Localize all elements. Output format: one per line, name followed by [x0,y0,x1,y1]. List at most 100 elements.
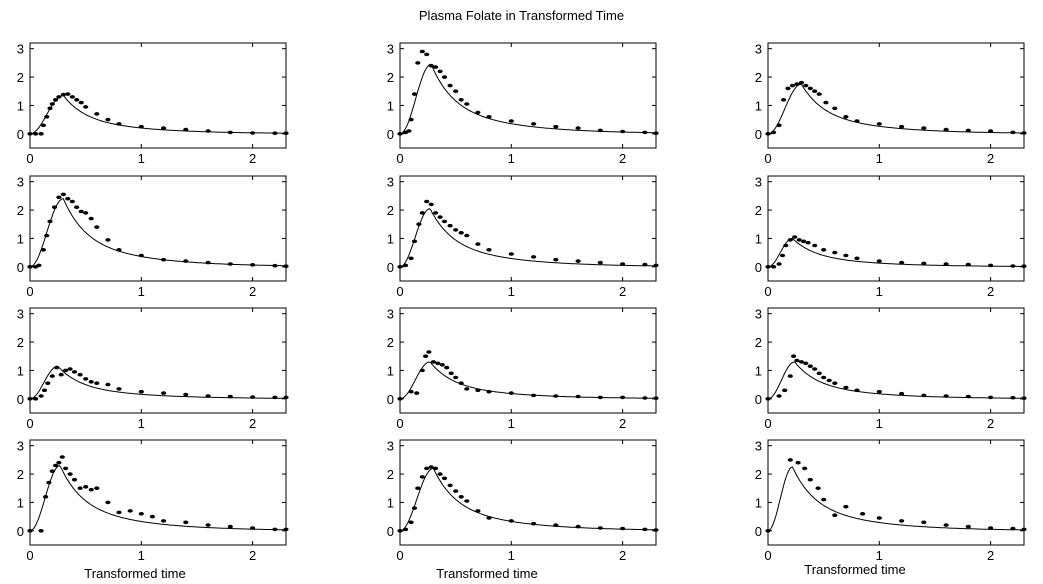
data-point [161,126,167,130]
data-point [832,250,838,255]
y-tick-label: 3 [755,439,762,454]
data-point [843,253,849,258]
data-point [965,128,971,133]
panel-frame-5 [399,175,657,282]
y-tick-label: 1 [17,98,24,113]
data-point [161,519,167,523]
data-point [807,364,813,369]
y-tick-label: 2 [755,203,762,218]
data-point [508,119,514,123]
data-point [620,526,626,531]
data-point [411,92,418,96]
data-point [250,263,256,267]
data-point [408,389,414,394]
data-point [620,262,626,266]
data-point [843,385,849,390]
data-point [183,392,189,397]
x-tick-label: 1 [138,284,145,299]
data-point [832,106,838,111]
data-point [38,394,44,398]
x-tick-label: 2 [619,151,626,166]
data-point [65,196,71,201]
data-point [776,394,782,398]
data-point [642,130,648,135]
y-tick-label: 0 [17,127,24,142]
data-point [49,469,55,474]
data-point [798,80,805,85]
data-point [27,397,33,401]
data-point [78,209,84,214]
data-point [53,98,59,102]
data-point [36,263,42,268]
data-point [47,219,53,224]
x-tick-label: 2 [249,284,256,299]
panel-frame-4 [29,175,287,282]
data-point [67,367,73,371]
data-point [776,262,782,266]
data-point [486,248,492,252]
data-point [419,49,425,54]
data-point [83,211,89,215]
data-point [787,458,793,462]
panel-frame-6 [767,175,1025,282]
data-point [419,368,425,373]
y-tick-label: 3 [755,42,762,57]
data-point [424,52,430,57]
data-point [475,509,481,513]
data-point [943,262,949,266]
data-point [575,259,581,263]
data-point [105,382,111,387]
data-point [205,394,211,398]
data-point [1021,527,1027,532]
data-point [205,260,211,265]
data-point [138,124,144,129]
y-tick-label: 1 [755,495,762,510]
x-axis-label-col2: Transformed time [436,566,538,581]
data-point [1010,395,1016,400]
data-point [531,521,537,526]
data-point [441,75,448,79]
data-point [51,205,58,209]
data-point [1010,264,1016,268]
data-point [250,131,256,135]
data-point [843,115,849,119]
data-point [765,529,771,533]
panel-frame-1 [29,42,287,149]
data-point [1021,396,1027,401]
data-point [74,205,80,209]
data-point [250,526,256,530]
data-point [921,393,927,398]
data-point [832,513,838,517]
data-point [796,238,802,242]
data-point [803,361,809,366]
x-tick-label: 2 [249,548,256,563]
y-tick-label: 1 [387,98,394,113]
data-point [803,83,809,88]
data-point [794,358,800,363]
fit-curve-3 [767,83,1024,135]
x-tick-label: 1 [138,548,145,563]
data-point [415,61,421,65]
x-tick-label: 0 [396,284,403,299]
x-tick-label: 2 [249,416,256,431]
data-point [575,524,581,529]
data-point [250,395,256,399]
data-point [597,395,603,400]
data-point [921,126,927,130]
y-tick-label: 3 [387,42,394,57]
data-point [83,485,89,489]
data-point [397,265,403,269]
data-point [411,506,418,510]
data-point [63,466,69,471]
data-point [38,132,44,136]
data-point [27,529,33,533]
data-point [116,122,122,126]
data-point [787,238,793,242]
data-point [453,375,459,380]
data-point [1010,526,1016,531]
data-point [94,381,100,386]
y-tick-label: 3 [387,175,394,190]
data-point [486,389,492,394]
y-tick-label: 1 [17,231,24,246]
data-point [464,499,470,503]
